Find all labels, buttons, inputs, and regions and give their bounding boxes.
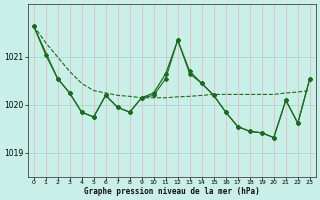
X-axis label: Graphe pression niveau de la mer (hPa): Graphe pression niveau de la mer (hPa) xyxy=(84,187,260,196)
